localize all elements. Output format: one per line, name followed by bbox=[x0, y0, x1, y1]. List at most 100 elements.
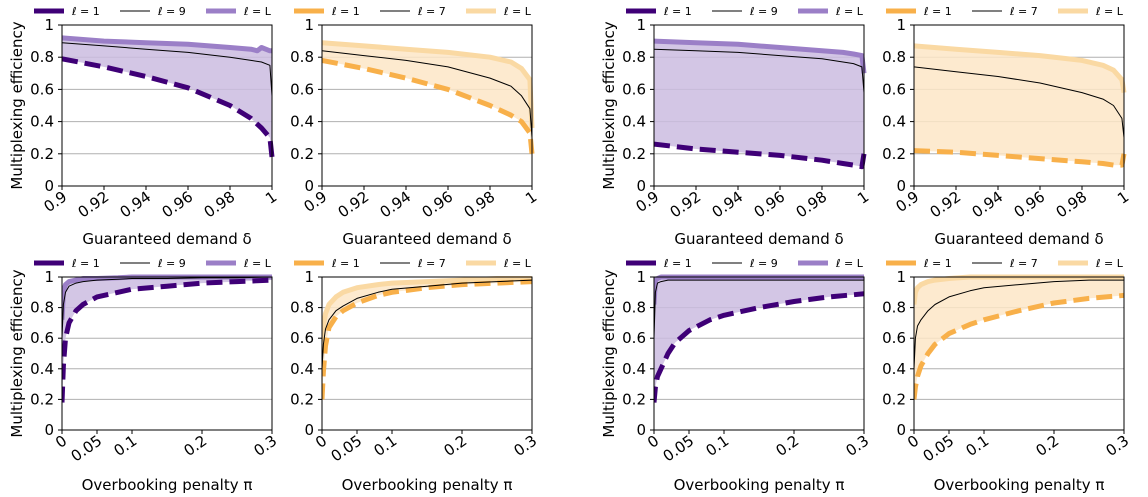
y-tick-label: 1 bbox=[896, 268, 906, 286]
y-tick-label: 0.8 bbox=[882, 48, 906, 66]
y-tick-label: 0.4 bbox=[290, 360, 314, 378]
y-tick-label: 0.8 bbox=[30, 299, 54, 317]
legend-label: ℓ = 1 bbox=[331, 257, 360, 270]
legend-label: ℓ = 9 bbox=[157, 5, 186, 18]
x-tick-label: 0.2 bbox=[180, 432, 210, 460]
shaded-band bbox=[62, 37, 272, 158]
legend-label: ℓ = 1 bbox=[663, 257, 692, 270]
legend-label: ℓ = L bbox=[503, 257, 532, 270]
x-tick-label: 0.3 bbox=[250, 432, 280, 460]
shaded-band bbox=[914, 277, 1124, 400]
series-line-lmid bbox=[654, 48, 865, 93]
legend: ℓ = 1 ℓ = 9 ℓ = L bbox=[626, 257, 864, 270]
legend-label: ℓ = L bbox=[1095, 257, 1124, 270]
y-tick-label: 0.8 bbox=[290, 299, 314, 317]
series-line-lL bbox=[914, 43, 1127, 94]
shaded-band bbox=[914, 45, 1124, 166]
series-line-l1 bbox=[62, 277, 273, 403]
y-tick-label: 0.6 bbox=[882, 80, 906, 98]
series-line-lmid bbox=[322, 279, 533, 369]
legend-label: ℓ = L bbox=[1095, 5, 1124, 18]
x-tick-label: 0.2 bbox=[772, 432, 802, 460]
legend-label: ℓ = 1 bbox=[663, 5, 692, 18]
y-tick-label: 0.2 bbox=[30, 390, 54, 408]
x-tick-label: 0.3 bbox=[1102, 432, 1132, 460]
series-line-l1 bbox=[322, 57, 535, 155]
legend-label: ℓ = L bbox=[503, 5, 532, 18]
legend: ℓ = 1 ℓ = 9 ℓ = L bbox=[34, 5, 272, 18]
x-tick-label: 0.92 bbox=[335, 188, 373, 222]
series-line-l1 bbox=[654, 141, 867, 170]
plot-frame bbox=[321, 24, 533, 187]
y-tick-label: 0.2 bbox=[622, 145, 646, 163]
y-tick-label: 0.4 bbox=[30, 360, 54, 378]
x-tick-label: 0.96 bbox=[159, 188, 197, 222]
series-line-lmid bbox=[62, 276, 273, 339]
x-tick-label: 0.96 bbox=[419, 188, 457, 222]
legend-label: ℓ = 7 bbox=[1009, 5, 1038, 18]
y-tick-label: 1 bbox=[44, 268, 54, 286]
x-tick-label: 0.98 bbox=[201, 188, 239, 222]
series-line-l1 bbox=[322, 279, 533, 400]
x-tick-label: 0.05 bbox=[68, 432, 106, 466]
x-tick-label: 0.2 bbox=[1032, 432, 1062, 460]
y-tick-label: 0 bbox=[636, 177, 646, 195]
x-tick-label: 0.96 bbox=[751, 188, 789, 222]
series-line-l1 bbox=[654, 291, 865, 403]
series-line-lL bbox=[322, 276, 532, 342]
y-tick-label: 1 bbox=[636, 16, 646, 34]
y-tick-label: 0.6 bbox=[622, 80, 646, 98]
plot-frame bbox=[913, 276, 1125, 431]
x-tick-label: 0 bbox=[312, 432, 330, 452]
y-tick-label: 0.6 bbox=[30, 80, 54, 98]
y-tick-label: 1 bbox=[304, 268, 314, 286]
series-line-l1 bbox=[914, 292, 1125, 400]
y-tick-label: 0.4 bbox=[882, 113, 906, 131]
x-tick-label: 0.3 bbox=[842, 432, 872, 460]
series-line-lL bbox=[322, 40, 535, 129]
y-tick-label: 0.4 bbox=[622, 360, 646, 378]
x-tick-label: 0.98 bbox=[793, 188, 831, 222]
chart-panel-3: 00.20.40.60.810.9 0.92 0.94 0.96 0.98 1Guaran… bbox=[600, 5, 872, 248]
y-tick-label: 0.2 bbox=[30, 145, 54, 163]
x-tick-label: 0.1 bbox=[110, 432, 140, 460]
x-tick-label: 0.1 bbox=[962, 432, 992, 460]
y-axis-label: Multiplexing efficiency bbox=[600, 21, 618, 189]
x-tick-label: 0 bbox=[52, 432, 70, 452]
legend-label: ℓ = 1 bbox=[923, 257, 952, 270]
x-axis-label: Overbooking penalty π bbox=[342, 476, 513, 494]
legend: ℓ = 1 ℓ = 7 ℓ = L bbox=[294, 257, 532, 270]
y-tick-label: 0.6 bbox=[882, 329, 906, 347]
series-line-lmid bbox=[914, 279, 1124, 369]
legend-label: ℓ = 9 bbox=[749, 5, 778, 18]
y-tick-label: 0.2 bbox=[882, 145, 906, 163]
y-tick-label: 0.4 bbox=[30, 113, 54, 131]
y-tick-label: 0.2 bbox=[622, 390, 646, 408]
plot-frame bbox=[321, 276, 533, 431]
y-tick-label: 0.4 bbox=[622, 113, 646, 131]
x-axis-label: Guaranteed demand δ bbox=[934, 230, 1103, 248]
legend-label: ℓ = 7 bbox=[1009, 257, 1038, 270]
shaded-band bbox=[322, 278, 532, 400]
x-tick-label: 0 bbox=[644, 432, 662, 452]
y-tick-label: 1 bbox=[636, 268, 646, 286]
y-tick-label: 0.8 bbox=[30, 48, 54, 66]
series-line-lmid bbox=[62, 42, 273, 96]
y-tick-label: 0 bbox=[304, 421, 314, 439]
y-tick-label: 0.6 bbox=[622, 329, 646, 347]
x-tick-label: 0.1 bbox=[702, 432, 732, 460]
plot-frame bbox=[653, 24, 865, 187]
legend-label: ℓ = L bbox=[835, 257, 864, 270]
y-tick-label: 0.6 bbox=[290, 329, 314, 347]
x-axis-label: Guaranteed demand δ bbox=[674, 230, 843, 248]
plot-frame bbox=[653, 276, 865, 431]
y-tick-label: 0.6 bbox=[290, 80, 314, 98]
plot-frame bbox=[61, 24, 273, 187]
series-line-l1 bbox=[914, 148, 1127, 168]
chart-panel-2: 00.20.40.60.810.9 0.92 0.94 0.96 0.98 1Guaran… bbox=[290, 5, 540, 248]
chart-panel-1: 00.20.40.60.810.9 0.92 0.94 0.96 0.98 1Guaran… bbox=[8, 5, 280, 248]
chart-panel-4: 00.20.40.60.810.9 0.92 0.94 0.96 0.98 1Guaran… bbox=[882, 5, 1132, 248]
